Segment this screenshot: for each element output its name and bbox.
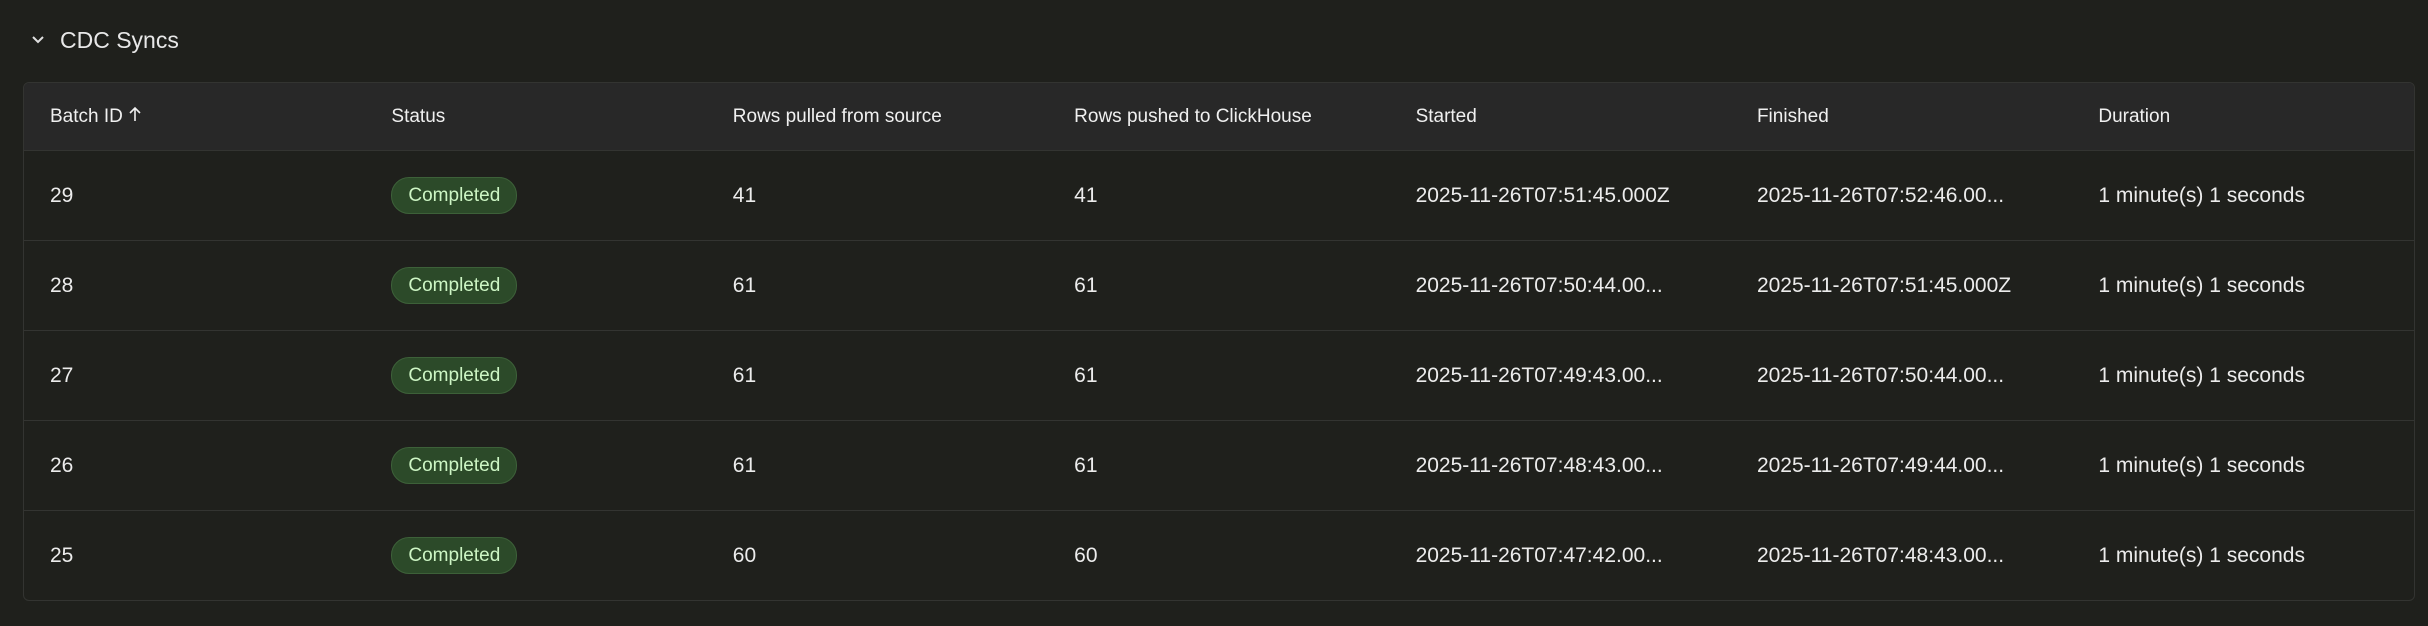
cell-finished: 2025-11-26T07:48:43.00... bbox=[1756, 543, 2005, 567]
cell-batch-id: 28 bbox=[50, 273, 74, 297]
cell-rows-pushed: 61 bbox=[1074, 273, 1098, 297]
cell-batch-id: 29 bbox=[50, 183, 74, 207]
cell-started: 2025-11-26T07:50:44.00... bbox=[1415, 273, 1663, 297]
cell-status: Completed bbox=[365, 177, 706, 214]
cell-started: 2025-11-26T07:47:42.00... bbox=[1415, 543, 1663, 567]
table-row[interactable]: 25 Completed 60 60 2025-11-26T07:47:42.00...… bbox=[24, 510, 2414, 600]
cell-finished: 2025-11-26T07:50:44.00... bbox=[1756, 363, 2005, 387]
cell-batch-id: 26 bbox=[50, 453, 74, 477]
cell-finished: 2025-11-26T07:49:44.00... bbox=[1756, 453, 2005, 477]
status-badge: Completed bbox=[391, 447, 518, 484]
cell-status: Completed bbox=[365, 357, 706, 394]
cdc-syncs-toggle[interactable]: CDC Syncs bbox=[30, 22, 179, 58]
cell-batch-id: 25 bbox=[50, 543, 74, 567]
cell-duration: 1 minute(s) 1 seconds bbox=[2098, 363, 2305, 387]
cell-rows-pushed: 60 bbox=[1074, 543, 1098, 567]
cell-rows-pulled: 41 bbox=[732, 183, 757, 207]
column-header-started[interactable]: Started bbox=[1415, 105, 1477, 127]
column-header-status[interactable]: Status bbox=[391, 105, 446, 127]
cell-status: Completed bbox=[365, 537, 706, 574]
table-row[interactable]: 29 Completed 41 41 2025-11-26T07:51:45.000Z 2… bbox=[24, 150, 2414, 240]
arrow-up-icon bbox=[129, 106, 141, 127]
cell-status: Completed bbox=[365, 267, 706, 304]
table-row[interactable]: 26 Completed 61 61 2025-11-26T07:48:43.00...… bbox=[24, 420, 2414, 510]
column-header-batch-id[interactable]: Batch ID bbox=[24, 106, 365, 128]
status-badge: Completed bbox=[391, 177, 518, 214]
cell-status: Completed bbox=[365, 447, 706, 484]
cell-duration: 1 minute(s) 1 seconds bbox=[2098, 273, 2305, 297]
column-header-rows-pushed[interactable]: Rows pushed to ClickHouse bbox=[1074, 105, 1312, 127]
cell-started: 2025-11-26T07:48:43.00... bbox=[1415, 453, 1663, 477]
table-header: Batch ID Status Rows pulled from source … bbox=[24, 83, 2414, 150]
chevron-down-icon bbox=[30, 32, 46, 48]
column-header-duration[interactable]: Duration bbox=[2098, 105, 2171, 127]
column-header-finished[interactable]: Finished bbox=[1756, 105, 1829, 127]
cdc-syncs-table: Batch ID Status Rows pulled from source … bbox=[23, 82, 2415, 601]
cell-finished: 2025-11-26T07:52:46.00... bbox=[1756, 183, 2005, 207]
cell-duration: 1 minute(s) 1 seconds bbox=[2098, 543, 2305, 567]
column-header-rows-pulled[interactable]: Rows pulled from source bbox=[732, 105, 942, 127]
table-row[interactable]: 27 Completed 61 61 2025-11-26T07:49:43.00...… bbox=[24, 330, 2414, 420]
cell-duration: 1 minute(s) 1 seconds bbox=[2098, 453, 2305, 477]
cell-rows-pulled: 61 bbox=[732, 453, 757, 477]
cell-started: 2025-11-26T07:49:43.00... bbox=[1415, 363, 1663, 387]
status-badge: Completed bbox=[391, 537, 518, 574]
cell-started: 2025-11-26T07:51:45.000Z bbox=[1415, 183, 1670, 207]
cell-rows-pulled: 60 bbox=[732, 543, 757, 567]
section-title: CDC Syncs bbox=[60, 26, 179, 53]
status-badge: Completed bbox=[391, 267, 518, 304]
cell-rows-pushed: 41 bbox=[1074, 183, 1098, 207]
cell-finished: 2025-11-26T07:51:45.000Z bbox=[1756, 273, 2012, 297]
cell-batch-id: 27 bbox=[50, 363, 74, 387]
cell-rows-pushed: 61 bbox=[1074, 363, 1098, 387]
cell-rows-pulled: 61 bbox=[732, 273, 757, 297]
status-badge: Completed bbox=[391, 357, 518, 394]
table-row[interactable]: 28 Completed 61 61 2025-11-26T07:50:44.00...… bbox=[24, 240, 2414, 330]
cell-duration: 1 minute(s) 1 seconds bbox=[2098, 183, 2305, 207]
cell-rows-pulled: 61 bbox=[732, 363, 757, 387]
cell-rows-pushed: 61 bbox=[1074, 453, 1098, 477]
